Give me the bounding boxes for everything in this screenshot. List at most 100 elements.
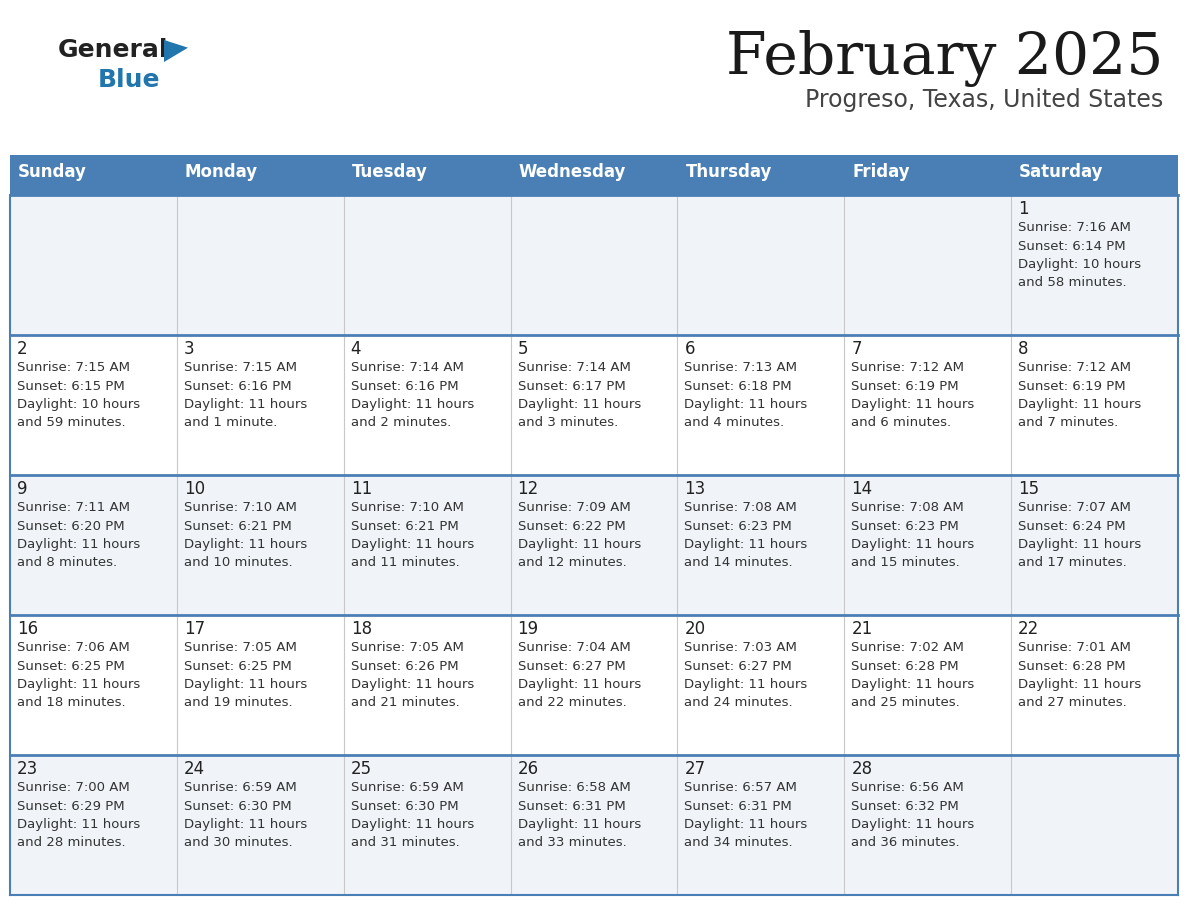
Text: and 18 minutes.: and 18 minutes. [17, 697, 126, 710]
Text: Daylight: 11 hours: Daylight: 11 hours [684, 398, 808, 411]
Text: Sunrise: 7:02 AM: Sunrise: 7:02 AM [852, 641, 965, 654]
Text: Daylight: 11 hours: Daylight: 11 hours [17, 538, 140, 551]
Text: 28: 28 [852, 760, 872, 778]
Text: 4: 4 [350, 340, 361, 358]
Text: Progreso, Texas, United States: Progreso, Texas, United States [804, 88, 1163, 112]
Text: Sunrise: 6:57 AM: Sunrise: 6:57 AM [684, 781, 797, 794]
Text: 9: 9 [17, 480, 27, 498]
Text: Sunset: 6:32 PM: Sunset: 6:32 PM [852, 800, 959, 812]
Text: and 1 minute.: and 1 minute. [184, 417, 277, 430]
Text: Sunrise: 7:16 AM: Sunrise: 7:16 AM [1018, 221, 1131, 234]
Text: Sunrise: 6:56 AM: Sunrise: 6:56 AM [852, 781, 963, 794]
Text: 13: 13 [684, 480, 706, 498]
Text: Daylight: 11 hours: Daylight: 11 hours [684, 538, 808, 551]
Text: 3: 3 [184, 340, 195, 358]
Text: Sunrise: 7:08 AM: Sunrise: 7:08 AM [684, 501, 797, 514]
Text: Sunrise: 7:09 AM: Sunrise: 7:09 AM [518, 501, 631, 514]
Text: and 3 minutes.: and 3 minutes. [518, 417, 618, 430]
Text: and 33 minutes.: and 33 minutes. [518, 836, 626, 849]
Text: Sunrise: 7:15 AM: Sunrise: 7:15 AM [184, 361, 297, 374]
Text: and 25 minutes.: and 25 minutes. [852, 697, 960, 710]
Text: and 12 minutes.: and 12 minutes. [518, 556, 626, 569]
Text: and 7 minutes.: and 7 minutes. [1018, 417, 1118, 430]
Text: 18: 18 [350, 620, 372, 638]
Text: Sunset: 6:28 PM: Sunset: 6:28 PM [1018, 659, 1126, 673]
Bar [1011, 755, 1178, 895]
Bar [511, 335, 677, 475]
Text: Sunset: 6:29 PM: Sunset: 6:29 PM [17, 800, 125, 812]
Text: Daylight: 10 hours: Daylight: 10 hours [1018, 258, 1142, 271]
Text: Wednesday: Wednesday [519, 163, 626, 181]
Text: and 10 minutes.: and 10 minutes. [184, 556, 292, 569]
Text: Sunrise: 7:05 AM: Sunrise: 7:05 AM [184, 641, 297, 654]
Bar [677, 475, 845, 615]
Text: Saturday: Saturday [1019, 163, 1104, 181]
Text: Sunrise: 7:12 AM: Sunrise: 7:12 AM [1018, 361, 1131, 374]
Bar [845, 615, 1011, 755]
Text: 26: 26 [518, 760, 538, 778]
Text: Daylight: 11 hours: Daylight: 11 hours [518, 678, 640, 691]
Text: and 58 minutes.: and 58 minutes. [1018, 276, 1126, 289]
Text: Sunrise: 7:10 AM: Sunrise: 7:10 AM [184, 501, 297, 514]
Text: Daylight: 11 hours: Daylight: 11 hours [350, 538, 474, 551]
Text: Sunset: 6:24 PM: Sunset: 6:24 PM [1018, 520, 1126, 532]
Bar [177, 755, 343, 895]
Text: Sunset: 6:25 PM: Sunset: 6:25 PM [17, 659, 125, 673]
Text: 7: 7 [852, 340, 861, 358]
Text: Sunset: 6:23 PM: Sunset: 6:23 PM [684, 520, 792, 532]
Text: and 31 minutes.: and 31 minutes. [350, 836, 460, 849]
Bar [845, 335, 1011, 475]
Text: Sunrise: 7:14 AM: Sunrise: 7:14 AM [518, 361, 631, 374]
Text: Sunrise: 6:59 AM: Sunrise: 6:59 AM [350, 781, 463, 794]
Text: Monday: Monday [185, 163, 258, 181]
Text: and 28 minutes.: and 28 minutes. [17, 836, 126, 849]
Text: 23: 23 [17, 760, 38, 778]
Text: Sunrise: 7:06 AM: Sunrise: 7:06 AM [17, 641, 129, 654]
Text: Daylight: 11 hours: Daylight: 11 hours [17, 818, 140, 831]
Text: and 34 minutes.: and 34 minutes. [684, 836, 794, 849]
Text: and 19 minutes.: and 19 minutes. [184, 697, 292, 710]
Text: Sunset: 6:14 PM: Sunset: 6:14 PM [1018, 240, 1126, 252]
Bar [343, 755, 511, 895]
Bar [343, 195, 511, 335]
Text: 15: 15 [1018, 480, 1040, 498]
Text: Sunset: 6:16 PM: Sunset: 6:16 PM [184, 379, 291, 393]
Text: Tuesday: Tuesday [352, 163, 428, 181]
Text: 14: 14 [852, 480, 872, 498]
Text: and 2 minutes.: and 2 minutes. [350, 417, 451, 430]
Text: 19: 19 [518, 620, 538, 638]
Text: Daylight: 10 hours: Daylight: 10 hours [17, 398, 140, 411]
Text: and 15 minutes.: and 15 minutes. [852, 556, 960, 569]
Bar [343, 475, 511, 615]
Bar [343, 335, 511, 475]
Text: Sunrise: 7:03 AM: Sunrise: 7:03 AM [684, 641, 797, 654]
Bar [677, 195, 845, 335]
Polygon shape [164, 40, 188, 62]
Text: Daylight: 11 hours: Daylight: 11 hours [350, 398, 474, 411]
Text: Sunset: 6:20 PM: Sunset: 6:20 PM [17, 520, 125, 532]
Text: 25: 25 [350, 760, 372, 778]
Text: Daylight: 11 hours: Daylight: 11 hours [518, 818, 640, 831]
Text: Sunrise: 7:11 AM: Sunrise: 7:11 AM [17, 501, 129, 514]
Text: and 8 minutes.: and 8 minutes. [17, 556, 118, 569]
Text: Daylight: 11 hours: Daylight: 11 hours [684, 818, 808, 831]
Text: Daylight: 11 hours: Daylight: 11 hours [852, 398, 974, 411]
Bar [10, 475, 177, 615]
Text: 22: 22 [1018, 620, 1040, 638]
Text: 2: 2 [17, 340, 27, 358]
Text: 8: 8 [1018, 340, 1029, 358]
Bar [177, 475, 343, 615]
Text: Sunset: 6:30 PM: Sunset: 6:30 PM [184, 800, 291, 812]
Text: and 17 minutes.: and 17 minutes. [1018, 556, 1127, 569]
Text: Sunrise: 7:05 AM: Sunrise: 7:05 AM [350, 641, 463, 654]
Text: Blue: Blue [97, 68, 160, 92]
Text: Sunrise: 7:04 AM: Sunrise: 7:04 AM [518, 641, 631, 654]
Text: Sunrise: 7:15 AM: Sunrise: 7:15 AM [17, 361, 129, 374]
Text: Daylight: 11 hours: Daylight: 11 hours [350, 678, 474, 691]
Text: Daylight: 11 hours: Daylight: 11 hours [1018, 678, 1142, 691]
Text: Sunset: 6:28 PM: Sunset: 6:28 PM [852, 659, 959, 673]
Text: Sunset: 6:16 PM: Sunset: 6:16 PM [350, 379, 459, 393]
Text: Daylight: 11 hours: Daylight: 11 hours [184, 678, 308, 691]
Bar [10, 335, 177, 475]
Text: Sunset: 6:15 PM: Sunset: 6:15 PM [17, 379, 125, 393]
